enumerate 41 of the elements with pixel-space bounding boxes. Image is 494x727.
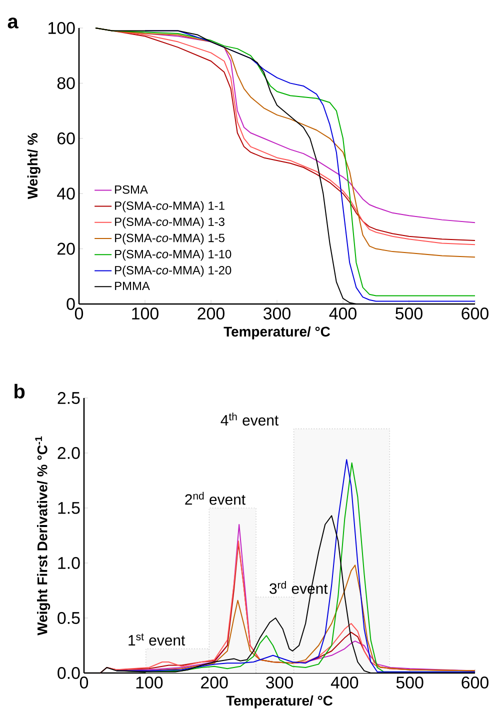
y-tick-label: 40 (57, 188, 75, 200)
y-tick-label: 0.5 (58, 612, 80, 624)
legend-label: P(SMA-co-MMA) 1-5 (115, 233, 224, 245)
y-tick-label: 60 (58, 132, 75, 144)
y-tick-label: 2.5 (58, 392, 80, 404)
legend-label: P(SMA-co-MMA) 1-1 (115, 201, 224, 212)
annotation: 2$^{nd}$ event (185, 492, 246, 505)
x-tick-label: 200 (201, 676, 228, 689)
x-tick-label: 500 (396, 676, 424, 689)
y-tick-label: 80 (57, 77, 75, 90)
x-tick-label: 100 (136, 676, 163, 689)
legend-label: P(SMA-co-MMA) 1-10 (115, 250, 232, 261)
y-tick-label: 20 (58, 242, 75, 255)
x-tick-label: 300 (264, 308, 290, 320)
y-tick-label: 0 (66, 298, 75, 310)
x-tick-label: 500 (396, 308, 422, 320)
y-tick-label: 1.0 (58, 557, 80, 569)
x-tick-label: 200 (198, 308, 224, 320)
y-tick-label: 2.0 (58, 447, 80, 459)
annotation: 1$^{st}$ event (128, 634, 186, 646)
y-tick-label: 1.5 (58, 502, 80, 514)
legend-label: P(SMA-co-MMA) 1-20 (115, 266, 232, 277)
x-tick-label: 400 (330, 676, 358, 689)
chart-title: b (14, 384, 25, 398)
x-tick-label: 400 (329, 308, 356, 320)
x-tick-label: 100 (132, 308, 158, 320)
x-tick-label: 600 (462, 308, 488, 320)
legend-label: P(SMA-co-MMA) 1-3 (115, 217, 224, 228)
x-tick-label: 0 (80, 676, 88, 689)
y-tick-label: 100 (48, 22, 75, 34)
y-axis-title: Weight First Derivative/ % °C$^{-1}$ (35, 436, 50, 636)
x-axis-title: Temperature/ °C (226, 695, 333, 708)
annotation: 4$^{th}$ event (220, 412, 279, 426)
y-axis-title: Weight/ % (27, 133, 40, 200)
legend-label: PSMA (115, 185, 148, 194)
x-axis-title: Temperature/ °C (224, 326, 330, 340)
x-tick-label: 300 (266, 676, 293, 689)
legend-label: PMMA (115, 282, 150, 290)
y-tick-label: 0.0 (58, 667, 80, 679)
x-tick-label: 600 (462, 676, 488, 689)
chart-title: a (8, 18, 18, 28)
